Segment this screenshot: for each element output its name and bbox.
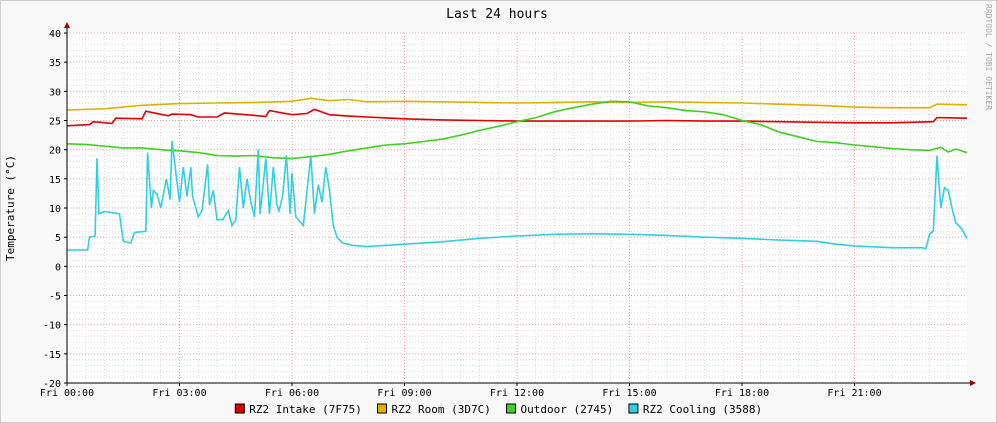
legend: RZ2 Intake (7F75) RZ2 Room (3D7C) Outdoor … bbox=[234, 403, 762, 416]
legend-label-2: Outdoor (2745) bbox=[521, 403, 614, 416]
legend-swatch-2 bbox=[506, 403, 516, 414]
x-tick-labels: Fri 00:00 Fri 03:00 Fri 06:00 Fri 09:00 Fri … bbox=[40, 388, 882, 399]
legend-swatch-1 bbox=[377, 403, 387, 414]
series-line-1 bbox=[66, 97, 968, 111]
legend-swatch-0 bbox=[234, 403, 245, 414]
legend-swatch-3 bbox=[628, 403, 639, 414]
series-layer bbox=[66, 97, 968, 251]
x-tick-label: Fri 21:00 bbox=[827, 388, 881, 399]
y-tick-labels: 40 35 30 25 20 15 10 5 0 -5 -10 -15 -20 bbox=[43, 29, 61, 390]
series-line-0 bbox=[66, 108, 968, 127]
y-tick-label: 35 bbox=[49, 58, 61, 69]
y-tick-label: 0 bbox=[55, 262, 61, 273]
y-tick-label: 10 bbox=[49, 204, 61, 215]
legend-label-1: RZ2 Room (3D7C) bbox=[392, 403, 491, 416]
y-tick-label: 25 bbox=[49, 117, 61, 128]
series-line-3 bbox=[67, 140, 968, 251]
x-tick-label: Fri 06:00 bbox=[265, 388, 319, 399]
y-tick-label: -5 bbox=[49, 292, 61, 303]
legend-label-3: RZ2 Cooling (3588) bbox=[643, 403, 762, 416]
y-tick-label: -10 bbox=[43, 321, 61, 332]
chart-title: Last 24 hours bbox=[446, 7, 548, 22]
x-tick-label: Fri 15:00 bbox=[602, 388, 656, 399]
y-axis-arrow bbox=[64, 22, 70, 28]
legend-label-0: RZ2 Intake (7F75) bbox=[249, 403, 362, 416]
y-tick-label: 40 bbox=[49, 29, 61, 40]
y-tick-label: 20 bbox=[49, 146, 61, 157]
y-tick-label: -15 bbox=[43, 350, 61, 361]
y-axis-label: Temperature (°C) bbox=[4, 155, 17, 261]
y-tick-label: -20 bbox=[43, 379, 61, 390]
x-axis-arrow bbox=[970, 380, 976, 386]
y-tick-label: 15 bbox=[49, 175, 61, 186]
x-tick-label: Fri 12:00 bbox=[490, 388, 544, 399]
y-tick-label: 30 bbox=[49, 87, 61, 98]
axes bbox=[64, 22, 976, 386]
series-line-2 bbox=[66, 100, 968, 160]
y-tick-label: 5 bbox=[55, 233, 61, 244]
x-tick-label: Fri 00:00 bbox=[40, 388, 94, 399]
x-tick-label: Fri 09:00 bbox=[377, 388, 431, 399]
watermark-text: RRDTOOL / TOBI OETIKER bbox=[984, 4, 993, 110]
x-tick-label: Fri 18:00 bbox=[715, 388, 769, 399]
x-tick-label: Fri 03:00 bbox=[152, 388, 206, 399]
